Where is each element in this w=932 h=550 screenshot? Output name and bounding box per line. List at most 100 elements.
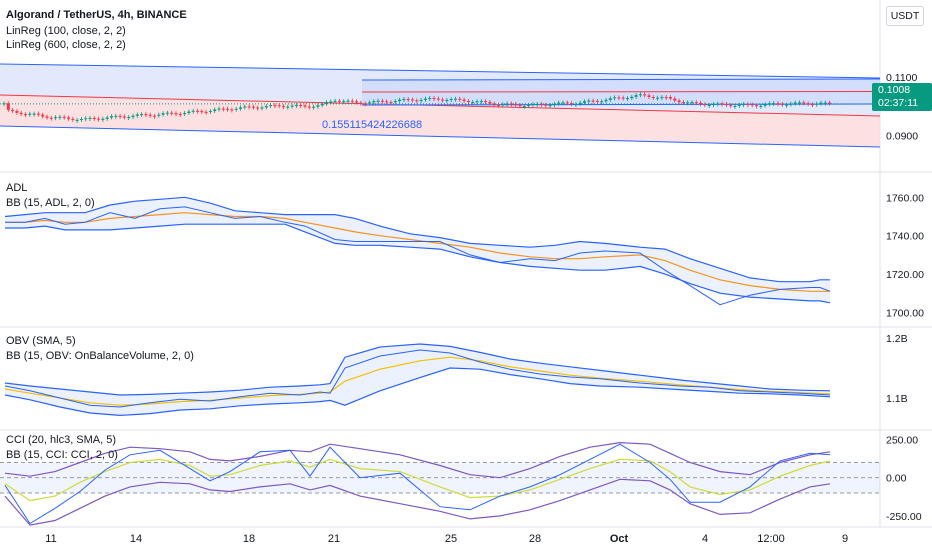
candle-body (819, 102, 823, 104)
candle-body (411, 99, 414, 101)
cci-pane[interactable] (0, 441, 880, 526)
short-channel-top (361, 78, 881, 81)
candle-body (325, 102, 328, 104)
candle-body (595, 100, 599, 102)
adl-band-fill (5, 197, 830, 303)
candle-body (196, 110, 199, 112)
obv-upper-band (4, 343, 831, 396)
candle-body (643, 94, 647, 96)
candle-body (673, 98, 677, 101)
candle-body (54, 117, 58, 119)
candle-body (368, 102, 371, 104)
candle-body (466, 101, 470, 103)
candle-body (604, 99, 608, 102)
candle-body (699, 102, 703, 105)
candle-body (720, 103, 724, 105)
adl-title[interactable]: ADL (6, 182, 27, 194)
candle-body (110, 116, 113, 118)
candle-body (552, 103, 556, 106)
candle-body (183, 113, 187, 115)
channel-upper-line (0, 63, 881, 79)
candle-body (475, 101, 479, 103)
candle-body (565, 102, 569, 104)
candle-body (71, 118, 75, 120)
candle-body (19, 112, 23, 115)
candle-body (114, 115, 118, 117)
candle-body (419, 99, 423, 101)
time-axis-label: 21 (328, 533, 340, 545)
candle-body (346, 100, 350, 102)
candle-body (527, 105, 531, 107)
candle-body (772, 103, 776, 105)
candle-body (122, 116, 126, 118)
adl-upper-band (4, 196, 830, 283)
candle-body (694, 102, 698, 104)
candle-body (445, 99, 449, 101)
candle-body (226, 108, 230, 110)
candle-body (101, 118, 105, 120)
price-scale[interactable]: 0.1100 0.0900 1760.00 1740.00 1720.00 1700.00… (886, 72, 924, 523)
candle-body (621, 97, 625, 99)
candle-body (638, 94, 642, 96)
adl-pane[interactable] (4, 196, 831, 306)
cci-title[interactable]: CCI (20, hlc3, SMA, 5) (6, 434, 116, 446)
obv-bb-label[interactable]: BB (15, OBV: OnBalanceVolume, 2, 0) (6, 350, 194, 362)
candle-body (548, 105, 552, 107)
candle-body (329, 101, 333, 103)
price-scale-label: 0.0900 (886, 130, 918, 142)
candle-body (41, 114, 45, 117)
cci-band-background (0, 462, 880, 493)
candle-body (256, 107, 260, 109)
time-axis[interactable]: 11 14 18 21 25 28 Oct 4 12:00 9 (45, 533, 848, 545)
time-axis-label: 12:00 (757, 533, 785, 545)
candle-body (282, 106, 285, 108)
candle-body (359, 102, 363, 104)
candle-body (488, 101, 492, 104)
candle-body (213, 109, 217, 112)
candle-body (88, 117, 92, 119)
candle-body (299, 105, 303, 107)
obv-pane[interactable] (4, 343, 831, 417)
candle-body (514, 103, 518, 106)
adl-bb-label[interactable]: BB (15, ADL, 2, 0) (6, 197, 95, 209)
candle-body (501, 104, 505, 106)
adl-main-line (5, 206, 831, 306)
obv-lower-band (4, 367, 831, 417)
symbol-title[interactable]: Algorand / TetherUS, 4h, BINANCE (6, 9, 187, 21)
candle-body (105, 117, 109, 119)
candle-body (243, 106, 247, 108)
candle-body (557, 102, 561, 104)
obv-title[interactable]: OBV (SMA, 5) (6, 335, 76, 347)
candle-body (165, 112, 169, 114)
time-axis-label: 4 (702, 533, 708, 545)
cci-bb-label[interactable]: BB (15, CCI: CCI, 2, 0) (6, 449, 118, 461)
currency-button[interactable]: USDT (886, 6, 924, 26)
candle-body (144, 114, 148, 116)
indicator-linreg-100[interactable]: LinReg (100, close, 2, 2) (6, 25, 126, 37)
indicator-linreg-600[interactable]: LinReg (600, close, 2, 2) (6, 39, 126, 51)
lower-channel-fill (0, 95, 880, 147)
candle-body (239, 107, 242, 109)
time-axis-label: 18 (243, 533, 255, 545)
time-axis-label: 25 (445, 533, 457, 545)
candle-body (785, 104, 789, 106)
candle-body (84, 118, 88, 120)
candle-body (587, 100, 591, 102)
adl-lower-band (5, 223, 831, 304)
cci-main-line (4, 443, 831, 525)
time-axis-label: 28 (529, 533, 541, 545)
candle-body (703, 104, 707, 106)
candle-body (157, 114, 161, 116)
candle-body (798, 102, 801, 104)
candle-body (617, 97, 621, 99)
channel-lower-line (0, 125, 881, 148)
time-axis-label: 11 (45, 533, 56, 545)
candle-body (428, 98, 432, 100)
candle-body (561, 102, 565, 104)
candle-body (303, 105, 307, 107)
candle-body (398, 99, 402, 102)
candle-body (454, 98, 457, 100)
price-pane[interactable]: 0.155115424226688 (0, 63, 881, 148)
candle-body (2, 103, 6, 105)
